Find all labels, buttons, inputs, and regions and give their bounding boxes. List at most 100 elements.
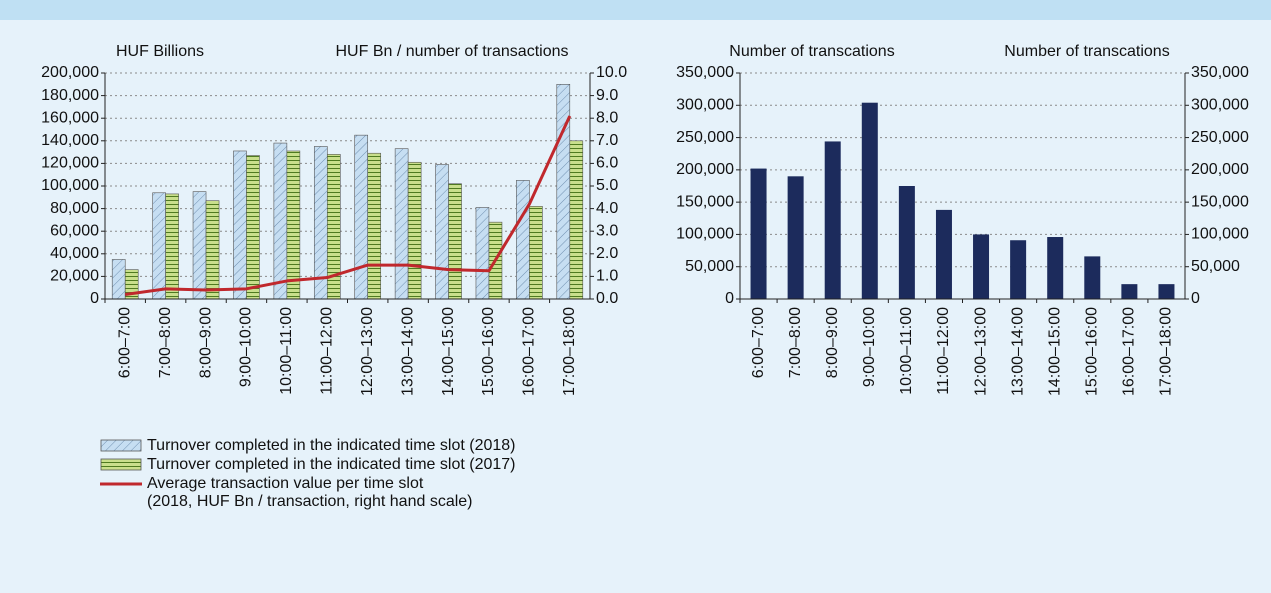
y2-tick-label: 4.0: [596, 200, 618, 217]
bar: [516, 180, 530, 300]
bar: [1084, 256, 1101, 299]
y-tick-label: 80,000: [50, 200, 99, 217]
y2-tick-label: 100,000: [1191, 226, 1249, 243]
bar: [935, 209, 952, 299]
y-tick-label: 200,000: [41, 64, 99, 81]
legend-item: Turnover completed in the indicated time…: [100, 456, 515, 474]
y-tick-label: 150,000: [676, 193, 734, 210]
y-tick-label: 100,000: [676, 226, 734, 243]
y2-tick-label: 7.0: [596, 132, 618, 149]
bar: [313, 146, 328, 300]
y2-tick-label: 200,000: [1191, 161, 1249, 178]
y-axis-label: HUF Billions: [116, 43, 204, 60]
bar: [750, 168, 767, 299]
legend-label: Average transaction value per time slot …: [147, 475, 473, 510]
bar: [246, 155, 260, 300]
bar: [111, 259, 126, 300]
x-tick-label: 8:00–9:00: [197, 307, 214, 378]
x-tick-label: 15:00–16:00: [1084, 307, 1101, 396]
x-tick-label: 14:00–15:00: [1046, 307, 1063, 396]
x-tick-label: 15:00–16:00: [480, 307, 497, 396]
y2-tick-label: 1.0: [596, 268, 618, 285]
y-axis-label: Number of transcations: [729, 43, 894, 60]
bar: [435, 164, 449, 300]
y-tick-label: 140,000: [41, 132, 99, 149]
y-tick-label: 0: [90, 290, 99, 307]
x-tick-label: 10:00–11:00: [898, 307, 915, 395]
bar: [861, 102, 878, 300]
legend-item: Turnover completed in the indicated time…: [100, 437, 515, 455]
legend-swatch: [100, 439, 142, 452]
legend-box: [100, 439, 142, 452]
y2-tick-label: 300,000: [1191, 97, 1249, 114]
legend-swatch: [100, 458, 142, 471]
y-tick-label: 350,000: [676, 64, 734, 81]
bar: [824, 141, 841, 299]
y-tick-label: 0: [725, 290, 734, 307]
y2-tick-label: 350,000: [1191, 64, 1249, 81]
y2-tick-label: 3.0: [596, 222, 618, 239]
bar: [192, 191, 207, 300]
y2-tick-label: 150,000: [1191, 193, 1249, 210]
y-tick-label: 60,000: [50, 222, 99, 239]
bar: [1121, 284, 1138, 299]
bar: [152, 192, 166, 300]
y-tick-label: 300,000: [676, 97, 734, 114]
y2-tick-label: 9.0: [596, 87, 618, 104]
x-tick-label: 12:00–13:00: [359, 307, 376, 396]
x-tick-label: 7:00–8:00: [787, 307, 804, 378]
bar: [205, 200, 220, 300]
y2-axis-label: HUF Bn / number of transactions: [336, 43, 569, 60]
x-tick-label: 13:00–14:00: [399, 307, 416, 396]
legend-label: Turnover completed in the indicated time…: [147, 456, 516, 473]
bar: [529, 206, 543, 300]
y-tick-label: 40,000: [50, 245, 99, 262]
bar: [394, 148, 409, 300]
x-tick-label: 11:00–12:00: [935, 307, 952, 395]
y2-tick-label: 0: [1191, 290, 1200, 307]
y-tick-label: 20,000: [50, 268, 99, 285]
x-tick-label: 16:00–17:00: [521, 307, 538, 396]
bar: [475, 207, 490, 300]
y-tick-label: 160,000: [41, 109, 99, 126]
line-series: [125, 115, 572, 296]
x-tick-label: 9:00–10:00: [861, 307, 878, 387]
y-tick-label: 50,000: [685, 258, 734, 275]
y-tick-label: 180,000: [41, 87, 99, 104]
x-tick-label: 9:00–10:00: [238, 307, 255, 387]
y-tick-label: 200,000: [676, 161, 734, 178]
bar: [448, 183, 462, 300]
bar: [556, 84, 571, 300]
bar: [286, 150, 301, 300]
legend-label: Turnover completed in the indicated time…: [147, 437, 516, 454]
bar: [898, 186, 915, 299]
bar: [407, 161, 422, 300]
bar: [273, 142, 288, 300]
y2-tick-label: 50,000: [1191, 258, 1240, 275]
bar: [1047, 237, 1064, 299]
y2-tick-label: 8.0: [596, 109, 618, 126]
header-band: [0, 0, 1271, 20]
legend: Turnover completed in the indicated time…: [100, 437, 515, 512]
bar: [367, 152, 382, 300]
y2-tick-label: 10.0: [596, 64, 627, 81]
bar: [233, 150, 247, 300]
bar: [354, 134, 369, 300]
bar: [1158, 284, 1175, 299]
y2-tick-label: 5.0: [596, 177, 618, 194]
bar: [1010, 240, 1027, 299]
y-tick-label: 100,000: [41, 177, 99, 194]
bar: [787, 176, 804, 299]
legend-item: Average transaction value per time slot …: [100, 475, 515, 511]
x-tick-label: 8:00–9:00: [824, 307, 841, 378]
y2-tick-label: 6.0: [596, 155, 618, 172]
x-tick-label: 17:00–18:00: [1158, 307, 1175, 396]
x-tick-label: 10:00–11:00: [278, 307, 295, 395]
y-tick-label: 250,000: [676, 129, 734, 146]
x-tick-label: 11:00–12:00: [319, 307, 336, 395]
x-tick-label: 7:00–8:00: [157, 307, 174, 378]
x-tick-label: 14:00–15:00: [440, 307, 457, 396]
x-tick-label: 6:00–7:00: [750, 307, 767, 378]
